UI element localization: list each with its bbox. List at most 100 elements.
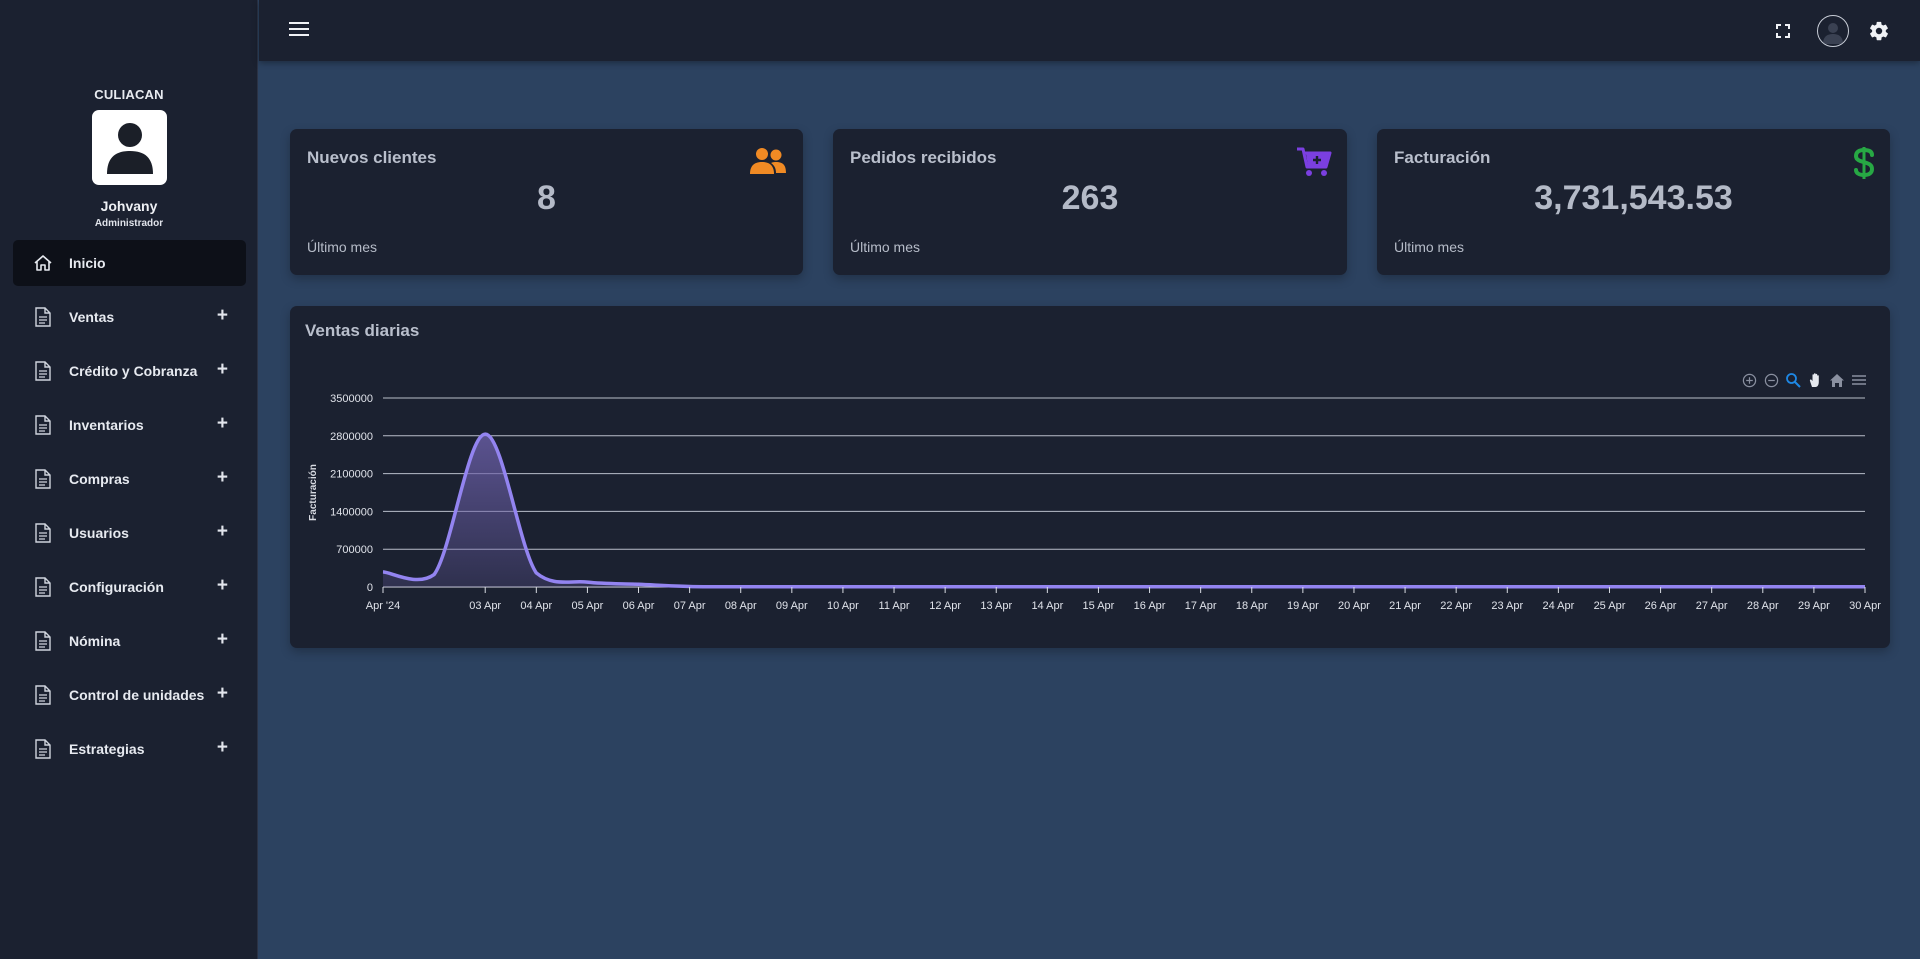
document-icon [33, 523, 53, 543]
sidebar-item-label: Ventas [69, 309, 115, 325]
sidebar-item-inicio[interactable]: Inicio [13, 240, 246, 286]
document-icon [33, 361, 53, 381]
cart-plus-icon [1292, 146, 1332, 178]
user-name: Johvany [100, 198, 158, 214]
expand-plus-icon[interactable]: + [216, 413, 228, 434]
card-facturacion: Facturación 3,731,543.53 Último mes [1377, 129, 1890, 275]
sidebar-item-usuarios[interactable]: Usuarios + [13, 510, 246, 556]
y-tick-label: 2800000 [330, 431, 373, 443]
x-tick-label: Apr '24 [366, 600, 401, 612]
y-tick-label: 0 [367, 582, 373, 594]
menu-icon[interactable] [1850, 371, 1868, 389]
x-tick-label: 23 Apr [1491, 600, 1523, 612]
card-footer: Último mes [1394, 239, 1465, 255]
sidebar-item-credito-cobranza[interactable]: Crédito y Cobranza + [13, 348, 246, 394]
x-tick-label: 21 Apr [1389, 600, 1421, 612]
zoom-out-icon[interactable] [1762, 371, 1780, 389]
profile-avatar[interactable] [92, 110, 167, 185]
x-tick-label: 24 Apr [1542, 600, 1574, 612]
card-value: 263 [1061, 179, 1119, 217]
pan-icon[interactable] [1806, 371, 1824, 389]
y-tick-label: 3500000 [330, 393, 373, 405]
expand-plus-icon[interactable]: + [216, 467, 228, 488]
card-footer: Último mes [307, 239, 378, 255]
sidebar-item-control-unidades[interactable]: Control de unidades + [13, 672, 246, 718]
x-tick-label: 04 Apr [520, 600, 552, 612]
fullscreen-icon[interactable] [1775, 23, 1791, 39]
branch-name: CULIACAN [94, 87, 164, 102]
x-tick-label: 22 Apr [1440, 600, 1472, 612]
x-tick-label: 10 Apr [827, 600, 859, 612]
x-tick-label: 12 Apr [929, 600, 961, 612]
document-icon [33, 739, 53, 759]
sidebar-item-configuracion[interactable]: Configuración + [13, 564, 246, 610]
sidebar-nav: Inicio Ventas + Crédito y Cobranza + Inv… [13, 240, 246, 780]
card-title: Pedidos recibidos [850, 148, 997, 167]
sidebar-item-label: Inicio [69, 255, 106, 271]
chart-panel: Ventas diarias 0 700000 1400000 2100000 2800… [290, 306, 1890, 648]
x-tick-label: 03 Apr [469, 600, 501, 612]
x-tick-label: 09 Apr [776, 600, 808, 612]
document-icon [33, 307, 53, 327]
x-tick-label: 07 Apr [674, 600, 706, 612]
series-line [382, 432, 1865, 589]
sidebar: CULIACAN Johvany Administrador Inicio Ve… [0, 0, 258, 959]
sidebar-item-label: Control de unidades [69, 687, 205, 703]
topbar [259, 0, 1920, 61]
dollar-icon [1835, 146, 1875, 179]
x-tick-label: 19 Apr [1287, 600, 1319, 612]
gear-icon[interactable] [1868, 20, 1890, 42]
expand-plus-icon[interactable]: + [216, 629, 228, 650]
x-tick-label: 11 Apr [879, 600, 910, 612]
home-icon [33, 253, 53, 273]
chart-title: Ventas diarias [305, 321, 420, 340]
x-tick-label: 16 Apr [1134, 600, 1166, 612]
expand-plus-icon[interactable]: + [216, 305, 228, 326]
document-icon [33, 577, 53, 597]
zoom-in-icon[interactable] [1740, 371, 1758, 389]
x-tick-label: 28 Apr [1747, 600, 1779, 612]
series-area [383, 434, 1865, 587]
daily-sales-chart[interactable]: 0 700000 1400000 2100000 2800000 3500000 Factu… [290, 306, 1890, 648]
expand-plus-icon[interactable]: + [216, 521, 228, 542]
sidebar-item-label: Compras [69, 471, 130, 487]
x-tick-label: 15 Apr [1083, 600, 1115, 612]
card-value: 3,731,543.53 [1534, 179, 1733, 217]
document-icon [33, 631, 53, 651]
sidebar-item-nomina[interactable]: Nómina + [13, 618, 246, 664]
x-tick-label: 17 Apr [1185, 600, 1217, 612]
expand-plus-icon[interactable]: + [216, 737, 228, 758]
sidebar-item-ventas[interactable]: Ventas + [13, 294, 246, 340]
expand-plus-icon[interactable]: + [216, 683, 228, 704]
y-tick-label: 700000 [336, 544, 373, 556]
x-tick-label: 25 Apr [1594, 600, 1626, 612]
chart-toolbar [1740, 371, 1868, 389]
sidebar-item-label: Estrategias [69, 741, 145, 757]
document-icon [33, 685, 53, 705]
sidebar-item-label: Usuarios [69, 525, 129, 541]
sidebar-item-label: Crédito y Cobranza [69, 363, 198, 379]
user-avatar-icon[interactable] [1817, 15, 1849, 47]
hamburger-icon[interactable] [289, 22, 309, 38]
y-tick-label: 1400000 [330, 506, 373, 518]
x-tick-label: 20 Apr [1338, 600, 1370, 612]
x-tick-label: 29 Apr [1798, 600, 1830, 612]
x-tick-label: 13 Apr [980, 600, 1012, 612]
expand-plus-icon[interactable]: + [216, 575, 228, 596]
x-tick-label: 08 Apr [725, 600, 757, 612]
zoom-select-icon[interactable] [1784, 371, 1802, 389]
sidebar-item-inventarios[interactable]: Inventarios + [13, 402, 246, 448]
sidebar-item-label: Configuración [69, 579, 164, 595]
expand-plus-icon[interactable]: + [216, 359, 228, 380]
x-tick-label: 30 Apr [1849, 600, 1881, 612]
user-role: Administrador [94, 218, 164, 229]
card-footer: Último mes [850, 239, 921, 255]
y-tick-label: 2100000 [330, 469, 373, 481]
sidebar-item-label: Nómina [69, 633, 121, 649]
reset-home-icon[interactable] [1828, 371, 1846, 389]
sidebar-item-estrategias[interactable]: Estrategias + [13, 726, 246, 772]
x-tick-label: 18 Apr [1236, 600, 1268, 612]
card-title: Facturación [1394, 148, 1491, 167]
user-silhouette-icon [106, 122, 153, 174]
sidebar-item-compras[interactable]: Compras + [13, 456, 246, 502]
